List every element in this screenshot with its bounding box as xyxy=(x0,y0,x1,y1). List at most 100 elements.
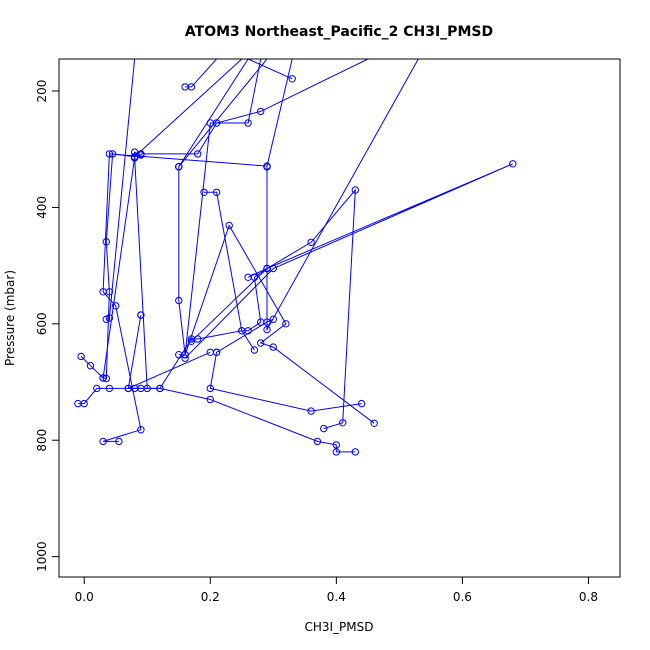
data-point xyxy=(77,352,85,361)
data-point xyxy=(307,407,315,415)
data-point xyxy=(115,437,123,446)
data-point xyxy=(124,384,133,393)
series-line xyxy=(178,59,299,168)
data-point xyxy=(80,399,88,408)
data-point xyxy=(244,273,252,281)
data-point xyxy=(175,163,183,171)
series-line xyxy=(184,163,514,359)
data-point xyxy=(175,296,183,305)
data-point xyxy=(332,441,340,449)
series-4 xyxy=(175,59,378,427)
y-tick-label: 600 xyxy=(35,312,49,335)
series-3 xyxy=(206,315,366,415)
data-point xyxy=(200,188,208,197)
data-point xyxy=(282,320,290,328)
series-14 xyxy=(181,160,517,362)
data-point xyxy=(288,75,296,83)
data-point xyxy=(102,374,111,383)
data-point xyxy=(187,83,196,91)
series-5 xyxy=(74,348,215,408)
data-point xyxy=(257,107,265,116)
data-point xyxy=(263,325,271,334)
data-point xyxy=(206,395,215,404)
series-11 xyxy=(181,59,230,91)
data-point xyxy=(99,437,107,446)
series-layer xyxy=(74,59,517,456)
data-point xyxy=(130,153,139,161)
x-tick-label: 0.8 xyxy=(579,590,598,604)
series-line xyxy=(178,59,375,424)
series-line xyxy=(134,387,356,453)
x-axis-label: CH3I_PMSD xyxy=(304,620,373,634)
data-point xyxy=(370,419,378,427)
data-point xyxy=(137,426,145,434)
series-line xyxy=(140,59,369,155)
data-point xyxy=(332,448,340,456)
data-point xyxy=(244,119,252,127)
data-point xyxy=(269,343,277,351)
data-point xyxy=(206,348,215,356)
series-16 xyxy=(175,59,299,171)
data-point xyxy=(269,315,277,323)
y-tick-label: 200 xyxy=(35,80,49,103)
data-point xyxy=(250,346,259,354)
data-point xyxy=(357,399,366,408)
data-point xyxy=(313,437,322,446)
series-9 xyxy=(200,188,271,335)
data-point xyxy=(99,374,107,382)
series-line xyxy=(77,351,211,405)
series-line xyxy=(266,59,419,332)
series-15 xyxy=(137,59,369,158)
data-point xyxy=(137,311,145,319)
x-tick-label: 0.0 xyxy=(75,590,94,604)
data-point xyxy=(181,354,189,362)
data-point xyxy=(351,186,359,194)
series-line xyxy=(185,59,230,88)
data-point xyxy=(339,419,347,427)
y-tick-label: 800 xyxy=(35,429,49,452)
data-point xyxy=(194,150,202,158)
series-13 xyxy=(244,186,359,433)
data-point xyxy=(86,362,95,370)
y-axis-label: Pressure (mbar) xyxy=(3,270,17,366)
series-line xyxy=(102,59,293,442)
data-point xyxy=(257,339,265,347)
x-tick-label: 0.6 xyxy=(453,590,472,604)
data-point xyxy=(93,384,101,393)
data-point xyxy=(112,302,120,310)
data-point xyxy=(269,264,277,273)
data-point xyxy=(509,160,517,168)
data-point xyxy=(105,288,114,296)
x-tick-label: 0.2 xyxy=(201,590,220,604)
series-17 xyxy=(263,59,419,334)
data-point xyxy=(187,337,196,345)
x-tick-label: 0.4 xyxy=(327,590,346,604)
y-tick-label: 1000 xyxy=(35,541,49,572)
data-point xyxy=(102,238,111,246)
data-point xyxy=(212,188,221,197)
series-12 xyxy=(102,59,296,323)
data-point xyxy=(257,318,265,326)
series-10 xyxy=(175,59,274,359)
x-axis: 0.0 0.2 0.4 0.6 0.8 xyxy=(75,576,598,604)
data-point xyxy=(156,384,164,393)
data-point xyxy=(105,384,114,393)
data-point xyxy=(351,448,359,456)
data-point xyxy=(108,150,117,158)
data-point xyxy=(320,424,328,433)
data-point xyxy=(307,238,315,247)
data-point xyxy=(105,314,114,322)
y-axis: 200 400 600 800 1000 xyxy=(35,80,60,572)
series-7 xyxy=(99,150,151,393)
series-line xyxy=(209,318,362,412)
series-line xyxy=(106,59,293,320)
chart-title: ATOM3 Northeast_Pacific_2 CH3I_PMSD xyxy=(185,24,493,40)
plot-area xyxy=(58,58,621,578)
y-tick-label: 400 xyxy=(35,196,49,219)
data-point xyxy=(244,327,252,335)
series-2 xyxy=(130,384,359,456)
series-line xyxy=(204,191,268,332)
data-point xyxy=(263,163,271,171)
data-point xyxy=(225,221,233,230)
